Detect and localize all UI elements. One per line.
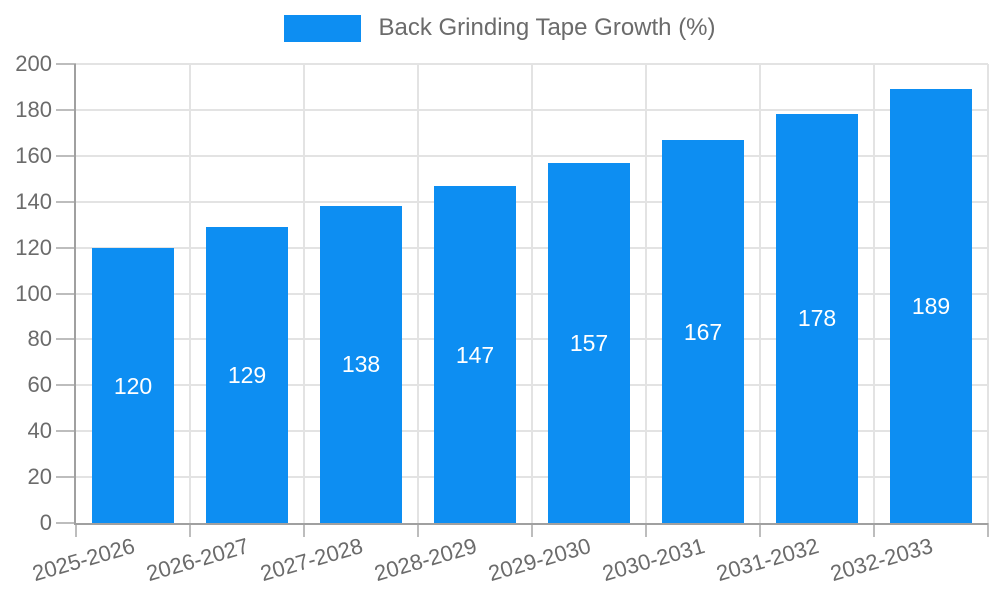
bar-2029-2030[interactable]: 157 <box>548 163 630 523</box>
y-axis-tick-label: 20 <box>27 464 52 489</box>
bar-value-label: 178 <box>797 305 837 331</box>
bar-2031-2032[interactable]: 178 <box>776 114 858 523</box>
y-axis-tick-label: 160 <box>15 143 52 168</box>
y-axis-line <box>74 64 76 525</box>
y-axis-tick-label: 140 <box>15 189 52 214</box>
x-axis-category-label: 2032-2033 <box>827 533 936 587</box>
y-axis-tick <box>56 522 76 524</box>
bar-value-label: 167 <box>683 319 723 345</box>
bar-2026-2027[interactable]: 129 <box>206 227 288 523</box>
y-axis-tick <box>56 109 76 111</box>
x-axis-category-label: 2025-2026 <box>29 533 138 587</box>
x-gridline <box>645 64 647 523</box>
x-axis-category-label: 2030-2031 <box>599 533 708 587</box>
x-axis-tick <box>873 523 875 537</box>
x-axis-tick <box>759 523 761 537</box>
x-axis-tick <box>189 523 191 537</box>
y-axis-tick <box>56 338 76 340</box>
x-axis-category-label: 2027-2028 <box>257 533 366 587</box>
y-axis-tick <box>56 476 76 478</box>
bar-2030-2031[interactable]: 167 <box>662 140 744 523</box>
x-gridline <box>189 64 191 523</box>
y-axis-tick-label: 200 <box>15 51 52 76</box>
x-axis-category-label: 2029-2030 <box>485 533 594 587</box>
bar-value-label: 189 <box>911 293 951 319</box>
x-axis-category-label: 2028-2029 <box>371 533 480 587</box>
bar-value-label: 120 <box>113 373 153 399</box>
y-axis-tick-label: 120 <box>15 235 52 260</box>
y-axis-tick-label: 0 <box>39 510 52 535</box>
x-axis-tick <box>303 523 305 537</box>
y-axis-tick-label: 100 <box>15 281 52 306</box>
bar-value-label: 138 <box>341 351 381 377</box>
x-gridline <box>873 64 875 523</box>
x-axis-tick <box>75 523 77 537</box>
y-axis-tick-label: 60 <box>27 372 52 397</box>
x-gridline <box>759 64 761 523</box>
bar-2025-2026[interactable]: 120 <box>92 248 174 523</box>
x-axis-tick <box>987 523 989 537</box>
legend-swatch <box>284 14 362 42</box>
bar-value-label: 147 <box>455 342 495 368</box>
x-axis-line <box>74 523 988 525</box>
chart-legend[interactable]: Back Grinding Tape Growth (%) <box>0 14 1000 43</box>
y-axis-tick <box>56 384 76 386</box>
y-axis-tick <box>56 430 76 432</box>
x-gridline <box>303 64 305 523</box>
bar-2027-2028[interactable]: 138 <box>320 206 402 523</box>
bar-value-label: 129 <box>227 362 267 388</box>
x-gridline <box>987 64 989 523</box>
x-axis-category-label: 2031-2032 <box>713 533 822 587</box>
x-axis-tick <box>531 523 533 537</box>
y-axis-tick <box>56 293 76 295</box>
legend-label: Back Grinding Tape Growth (%) <box>378 14 716 41</box>
y-axis-tick <box>56 247 76 249</box>
x-axis-tick <box>645 523 647 537</box>
x-gridline <box>531 64 533 523</box>
bar-2032-2033[interactable]: 189 <box>890 89 972 523</box>
y-axis-tick-label: 80 <box>27 326 52 351</box>
y-axis-tick <box>56 201 76 203</box>
x-axis-category-label: 2026-2027 <box>143 533 252 587</box>
y-axis-tick <box>56 155 76 157</box>
y-axis-tick-label: 40 <box>27 418 52 443</box>
y-axis-tick <box>56 63 76 65</box>
x-axis-tick <box>417 523 419 537</box>
x-gridline <box>417 64 419 523</box>
bar-2028-2029[interactable]: 147 <box>434 186 516 523</box>
y-axis-tick-label: 180 <box>15 97 52 122</box>
bar-value-label: 157 <box>569 330 609 356</box>
